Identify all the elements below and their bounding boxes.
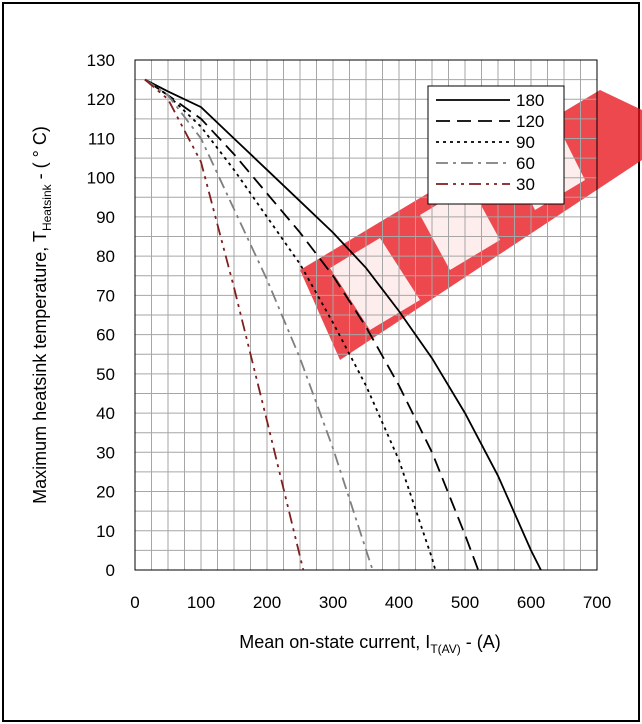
- x-tick-label: 300: [319, 593, 347, 612]
- legend-label-30: 30: [516, 175, 535, 194]
- series-line-60: [144, 78, 374, 571]
- y-axis-title: Maximum heatsink temperature, THeatsink …: [30, 126, 54, 504]
- legend-label-90: 90: [516, 133, 535, 152]
- x-axis-title: Mean on-state current, IT(AV) - (A): [239, 632, 501, 656]
- x-tick-label: 600: [517, 593, 545, 612]
- y-tick-label: 130: [87, 51, 115, 70]
- chart-grid: [134, 59, 598, 571]
- series-line-120: [144, 78, 480, 571]
- y-tick-label: 40: [96, 404, 115, 423]
- plot-area: [134, 59, 598, 571]
- y-tick-label: 20: [96, 483, 115, 502]
- x-tick-label: 700: [583, 593, 611, 612]
- x-tick-label: 100: [187, 593, 215, 612]
- y-tick-label: 90: [96, 208, 115, 227]
- y-tick-label: 0: [106, 561, 115, 580]
- legend-label-180: 180: [516, 91, 544, 110]
- legend-label-120: 120: [516, 112, 544, 131]
- x-tick-label: 400: [385, 593, 413, 612]
- y-tick-label: 50: [96, 365, 115, 384]
- legend: 180 120 90 60 30: [427, 85, 565, 205]
- series-group: [144, 78, 542, 571]
- y-tick-label: 10: [96, 522, 115, 541]
- y-tick-label: 100: [87, 169, 115, 188]
- y-tick-label: 60: [96, 326, 115, 345]
- x-tick-label: 0: [130, 593, 139, 612]
- y-tick-label: 80: [96, 247, 115, 266]
- y-axis-ticks: 0 10 20 30 40 50 60 70 80 90 100 110 120 130: [87, 51, 115, 580]
- y-tick-label: 30: [96, 443, 115, 462]
- series-line-30: [144, 78, 305, 571]
- series-line-90: [144, 78, 437, 571]
- x-tick-label: 500: [451, 593, 479, 612]
- y-tick-label: 70: [96, 286, 115, 305]
- x-axis-ticks: 0 100 200 300 400 500 600 700: [130, 593, 611, 612]
- x-tick-label: 200: [253, 593, 281, 612]
- legend-label-60: 60: [516, 154, 535, 173]
- series-line-180: [144, 78, 542, 571]
- y-tick-label: 110: [88, 129, 115, 148]
- y-tick-label: 120: [87, 90, 115, 109]
